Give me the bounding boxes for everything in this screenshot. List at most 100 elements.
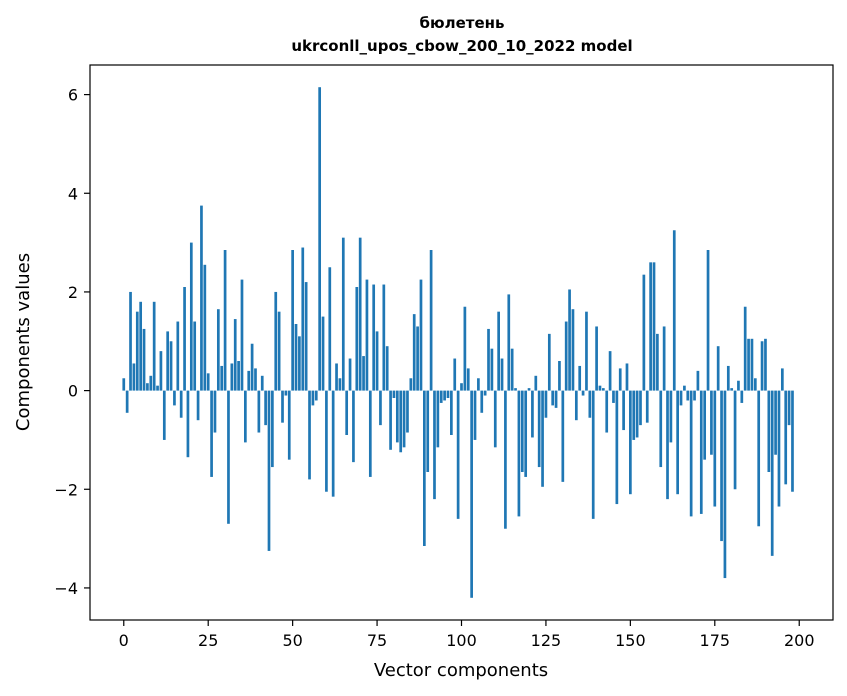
bar: [379, 390, 382, 426]
chart-title-line-2: ukrconll_upos_cbow_200_10_2022 model: [291, 37, 632, 55]
bar: [787, 390, 791, 426]
bar: [122, 378, 126, 391]
bar: [156, 385, 159, 391]
bar: [230, 363, 234, 391]
bar: [537, 390, 541, 468]
bar: [534, 375, 538, 391]
bar: [696, 370, 700, 391]
x-tick-label: 100: [446, 631, 477, 650]
bar: [331, 390, 335, 497]
bar: [608, 351, 612, 391]
bar: [733, 390, 737, 490]
bar: [382, 284, 386, 391]
bar: [497, 311, 501, 391]
bar: [422, 390, 426, 546]
y-axis-label: Components values: [13, 253, 34, 431]
bar: [652, 262, 656, 391]
bar: [294, 324, 298, 391]
bar: [470, 390, 473, 598]
bar: [358, 237, 362, 391]
bar: [439, 390, 443, 403]
bar: [328, 267, 332, 391]
bar: [189, 242, 193, 391]
bar: [325, 390, 328, 492]
bar: [453, 358, 457, 391]
bar: [710, 390, 713, 455]
bar: [500, 358, 504, 391]
bar: [473, 390, 477, 440]
bar: [416, 326, 419, 391]
bar: [385, 346, 389, 391]
bar: [595, 326, 598, 391]
bar: [409, 378, 413, 391]
bar: [250, 343, 254, 391]
bar: [612, 390, 615, 403]
bar: [737, 380, 740, 391]
bar: [152, 301, 156, 391]
bar: [720, 390, 723, 542]
bar: [672, 230, 676, 391]
bar: [463, 306, 467, 391]
bar: [541, 390, 544, 487]
bar: [747, 338, 750, 391]
bar: [321, 316, 325, 391]
bar: [703, 390, 707, 460]
bar: [335, 363, 338, 391]
bar: [254, 368, 257, 391]
bar: [514, 388, 517, 391]
bar: [767, 390, 771, 472]
bar: [264, 390, 267, 426]
bar: [662, 326, 666, 391]
bar: [632, 390, 636, 440]
bar: [780, 368, 784, 391]
bar: [193, 321, 197, 391]
bar: [179, 390, 183, 418]
y-tick-label: −4: [54, 579, 78, 598]
bar: [362, 356, 365, 391]
bar: [568, 289, 571, 391]
bar: [493, 390, 497, 448]
bar: [460, 383, 463, 391]
bar: [267, 390, 271, 551]
bar: [220, 365, 224, 391]
bar: [726, 365, 730, 391]
bar: [578, 365, 582, 391]
bar: [581, 390, 585, 396]
bar: [216, 309, 220, 391]
bar: [588, 390, 592, 418]
bar: [166, 331, 170, 391]
bar: [764, 338, 767, 391]
bar: [291, 250, 294, 391]
bar: [237, 361, 240, 391]
chart-title-line-1: бюлетень: [420, 14, 505, 32]
bar: [507, 294, 511, 391]
bar: [743, 306, 747, 391]
bar: [669, 390, 673, 443]
bar: [510, 348, 514, 391]
bar: [706, 250, 710, 391]
bar: [426, 390, 430, 472]
bar: [601, 388, 605, 391]
bar: [750, 338, 754, 391]
bar: [311, 390, 315, 406]
y-tick-label: 6: [68, 86, 78, 105]
bar: [132, 363, 136, 391]
bar: [125, 390, 129, 413]
bar: [139, 301, 143, 391]
bar: [683, 385, 686, 391]
bar: [554, 390, 558, 408]
bar: [517, 390, 521, 517]
bar: [274, 291, 278, 391]
bar: [365, 279, 369, 391]
bar: [791, 390, 794, 492]
bar: [504, 390, 507, 529]
bar: [679, 390, 683, 406]
bar: [446, 390, 450, 398]
bar: [645, 390, 649, 423]
bar: [625, 363, 629, 391]
y-tick-label: −2: [54, 480, 78, 499]
bar: [244, 390, 247, 443]
bar: [456, 390, 460, 519]
bar: [345, 390, 349, 435]
bar: [693, 390, 696, 401]
